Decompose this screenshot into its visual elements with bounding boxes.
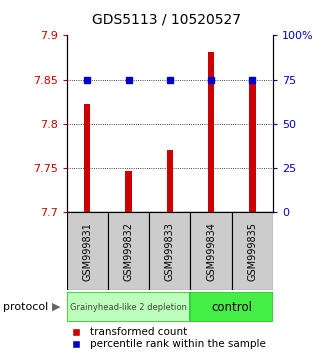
Text: GSM999831: GSM999831: [82, 222, 92, 281]
Bar: [67, 212, 108, 290]
Text: control: control: [211, 301, 252, 314]
Bar: [190, 292, 273, 322]
Bar: [167, 149, 173, 212]
Bar: [149, 212, 190, 290]
Text: GSM999832: GSM999832: [124, 222, 134, 281]
Bar: [249, 82, 255, 212]
Text: ▶: ▶: [52, 302, 61, 312]
Bar: [67, 292, 190, 322]
Bar: [190, 212, 232, 290]
Text: GSM999833: GSM999833: [165, 222, 175, 281]
Text: protocol: protocol: [3, 302, 49, 312]
Text: GDS5113 / 10520527: GDS5113 / 10520527: [92, 12, 241, 27]
Text: GSM999835: GSM999835: [247, 222, 257, 281]
Text: Grainyhead-like 2 depletion: Grainyhead-like 2 depletion: [70, 303, 187, 312]
Bar: [108, 212, 149, 290]
Bar: [208, 52, 214, 212]
Legend: transformed count, percentile rank within the sample: transformed count, percentile rank withi…: [65, 327, 266, 349]
Bar: [126, 171, 132, 212]
Bar: [84, 104, 90, 212]
Bar: [232, 212, 273, 290]
Text: GSM999834: GSM999834: [206, 222, 216, 281]
